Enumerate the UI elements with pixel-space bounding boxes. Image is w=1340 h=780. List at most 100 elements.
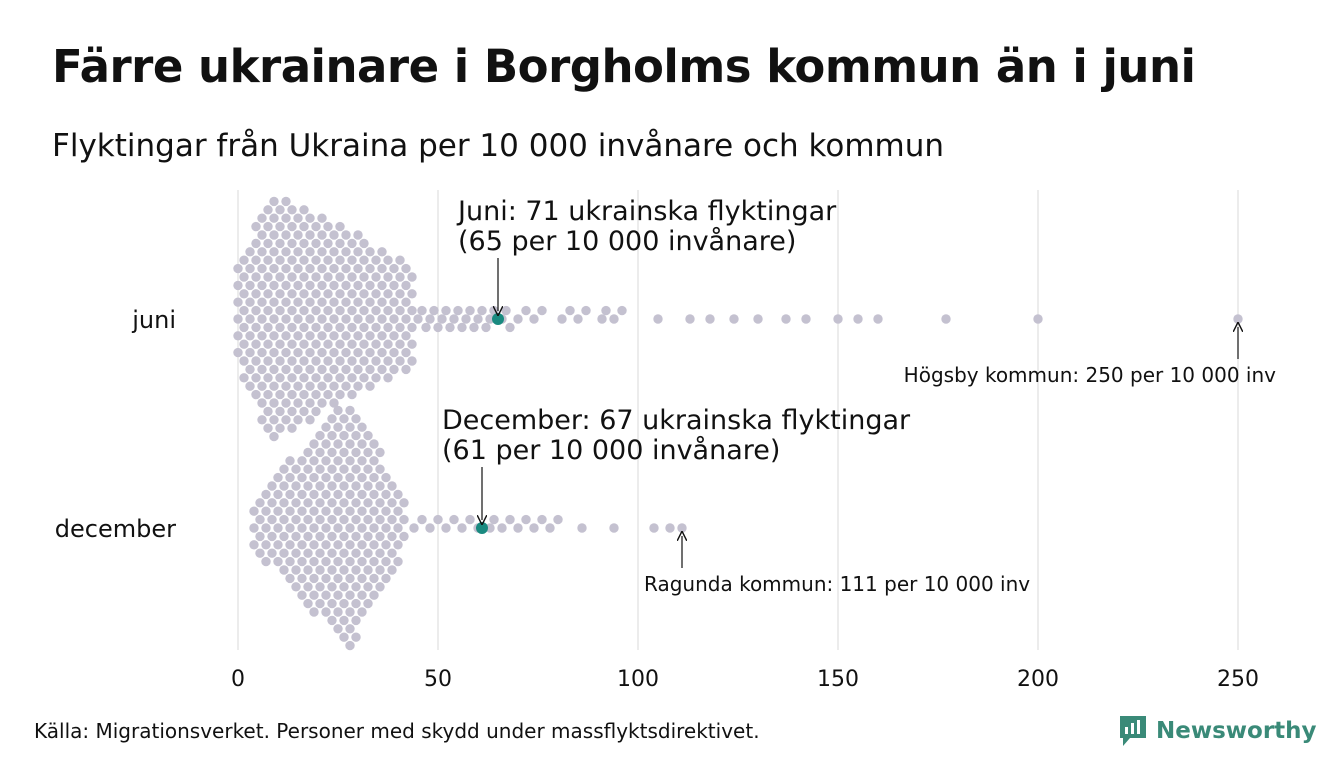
- swarm-point: [263, 389, 273, 400]
- swarm-point: [393, 489, 403, 500]
- swarm-point: [281, 314, 291, 324]
- swarm-point: [329, 230, 339, 240]
- swarm-point: [309, 472, 319, 483]
- swarm-point: [257, 415, 267, 425]
- newsworthy-logo: Newsworthy: [1118, 714, 1317, 748]
- swarm-point: [299, 255, 309, 265]
- swarm-point: [363, 565, 373, 575]
- swarm-point: [315, 464, 325, 474]
- swarm-point: [351, 430, 361, 441]
- swarm-point: [357, 439, 367, 449]
- swarm-point: [251, 238, 261, 249]
- swarm-point: [323, 238, 333, 249]
- swarm-point: [357, 472, 367, 483]
- swarm-point: [371, 322, 381, 333]
- swarm-point: [317, 297, 327, 307]
- swarm-point: [359, 255, 369, 265]
- swarm-point: [353, 364, 363, 375]
- swarm-point: [345, 506, 355, 516]
- swarm-point: [381, 573, 391, 584]
- swarm-point: [339, 464, 349, 474]
- swarm-point: [321, 472, 331, 483]
- swarm-point: [383, 255, 393, 265]
- swarm-point: [303, 582, 313, 592]
- swarm-point: [323, 389, 333, 400]
- swarm-point: [303, 498, 313, 508]
- swarm-point: [353, 247, 363, 257]
- swarm-point: [649, 523, 659, 533]
- swarm-point: [233, 347, 243, 358]
- swarm-point: [335, 255, 345, 265]
- swarm-point: [341, 347, 351, 358]
- swarm-point: [251, 221, 261, 232]
- swarm-point: [279, 514, 289, 525]
- swarm-point: [351, 598, 361, 609]
- swarm-point: [381, 472, 391, 483]
- swarm-point: [401, 331, 411, 341]
- swarm-point: [321, 523, 331, 533]
- swarm-point: [275, 423, 285, 433]
- swarm-point: [335, 272, 345, 282]
- swarm-point: [323, 289, 333, 299]
- swarm-point: [381, 506, 391, 516]
- swarm-point: [311, 322, 321, 333]
- swarm-point: [377, 280, 387, 291]
- swarm-point: [281, 247, 291, 257]
- swarm-point: [363, 430, 373, 441]
- swarm-point: [275, 406, 285, 417]
- swarm-point: [275, 305, 285, 316]
- swarm-point: [327, 598, 337, 609]
- swarm-point: [311, 238, 321, 249]
- swarm-point: [297, 573, 307, 584]
- swarm-point: [375, 464, 385, 474]
- swarm-point: [333, 523, 343, 533]
- swarm-point: [245, 314, 255, 324]
- swarm-point: [317, 381, 327, 391]
- swarm-point: [305, 381, 315, 391]
- swarm-point: [287, 373, 297, 383]
- swarm-point: [327, 481, 337, 491]
- swarm-point: [417, 514, 427, 525]
- swarm-point: [365, 314, 375, 324]
- source-note: Källa: Migrationsverket. Personer med sk…: [34, 719, 760, 743]
- swarm-point: [245, 364, 255, 375]
- swarm-point: [257, 213, 267, 223]
- swarm-point: [383, 373, 393, 383]
- swarm-point: [341, 247, 351, 257]
- swarm-point: [371, 305, 381, 316]
- swarm-point: [239, 373, 249, 383]
- swarm-point: [233, 263, 243, 274]
- chart-subtitle: Flyktingar från Ukraina per 10 000 invån…: [52, 128, 945, 164]
- swarm-point: [267, 498, 277, 508]
- swarm-point: [245, 347, 255, 358]
- swarm-point: [653, 314, 663, 324]
- swarm-point: [351, 548, 361, 558]
- swarm-point: [309, 573, 319, 584]
- chart-title: Färre ukrainare i Borgholms kommun än i …: [52, 40, 1196, 93]
- swarm-point: [359, 339, 369, 349]
- swarm-point: [441, 305, 451, 316]
- swarm-point: [399, 531, 409, 542]
- swarm-point: [293, 347, 303, 358]
- swarm-point: [351, 414, 361, 424]
- swarm-point: [269, 415, 279, 425]
- swarm-point: [299, 305, 309, 316]
- swarm-point: [321, 590, 331, 600]
- swarm-point: [309, 456, 319, 466]
- swarm-point: [323, 255, 333, 265]
- swarm-point: [293, 213, 303, 223]
- swarm-point: [287, 389, 297, 400]
- swarm-point: [269, 297, 279, 307]
- swarm-point: [383, 305, 393, 316]
- swarm-point: [263, 255, 273, 265]
- swarm-point: [407, 356, 417, 366]
- swarm-point: [377, 263, 387, 274]
- swarm-point: [335, 289, 345, 299]
- swarm-point: [375, 514, 385, 525]
- swarm-point: [323, 272, 333, 282]
- swarm-point: [309, 439, 319, 449]
- swarm-point: [387, 481, 397, 491]
- swarm-point: [353, 381, 363, 391]
- swarm-point: [407, 339, 417, 349]
- swarm-point: [317, 230, 327, 240]
